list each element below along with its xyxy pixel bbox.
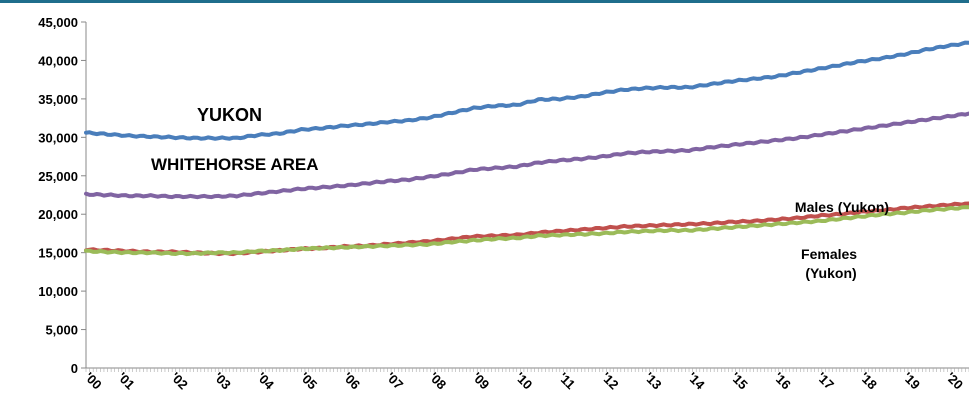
x-tick-label: '02 [168, 369, 191, 392]
y-tick-label: 25,000 [38, 169, 78, 184]
y-tick-label: 35,000 [38, 92, 78, 107]
top-rule [0, 0, 969, 3]
y-tick-label: 20,000 [38, 207, 78, 222]
series-line-yukon [84, 40, 969, 141]
annotation-whitehorse-area: WHITEHORSE AREA [151, 155, 319, 174]
series-layer [84, 40, 969, 257]
annotation-females-line-1: Females [801, 246, 857, 262]
x-tick-label: '12 [599, 369, 622, 392]
x-tick-label: '04 [254, 369, 278, 393]
x-tick-label: '13 [642, 369, 665, 392]
y-tick-label: 0 [71, 361, 78, 376]
x-tick-label: '05 [297, 369, 320, 392]
x-tick-label: '09 [469, 369, 492, 392]
y-tick-label: 30,000 [38, 130, 78, 145]
annotation-females-yukon: Females (Yukon) [801, 246, 861, 281]
x-tick-label: '06 [340, 369, 363, 392]
y-tick-label: 10,000 [38, 284, 78, 299]
y-tick-label: 15,000 [38, 246, 78, 261]
x-tick-label: '08 [426, 369, 449, 392]
y-tick-label: 45,000 [38, 15, 78, 30]
annotation-males-yukon: Males (Yukon) [795, 199, 889, 215]
x-tick-label: '11 [556, 370, 579, 393]
x-tick-label: '18 [857, 369, 880, 392]
x-tick-label: '01 [115, 369, 138, 392]
x-tick-label: '15 [728, 369, 751, 392]
x-tick-label: '00 [82, 369, 105, 392]
annotation-yukon: YUKON [197, 105, 262, 125]
x-tick-label: '07 [383, 369, 406, 392]
x-tick-label: '17 [814, 369, 837, 392]
annotation-layer: YUKON WHITEHORSE AREA Males (Yukon) Fema… [151, 105, 889, 281]
series-line-whitehorse-area [84, 111, 969, 200]
x-tick-label: '14 [685, 369, 709, 393]
x-tick-label: '20 [943, 369, 966, 392]
y-tick-label: 5,000 [45, 323, 78, 338]
annotation-females-line-2: (Yukon) [805, 265, 856, 281]
x-tick-label: '19 [900, 369, 923, 392]
x-tick-label: '10 [512, 369, 535, 392]
series-line-males-yukon [84, 201, 969, 257]
x-tick-label: '16 [771, 369, 794, 392]
series-line-females-yukon [84, 205, 969, 257]
x-tick-label: '03 [211, 369, 234, 392]
y-tick-label: 40,000 [38, 53, 78, 68]
